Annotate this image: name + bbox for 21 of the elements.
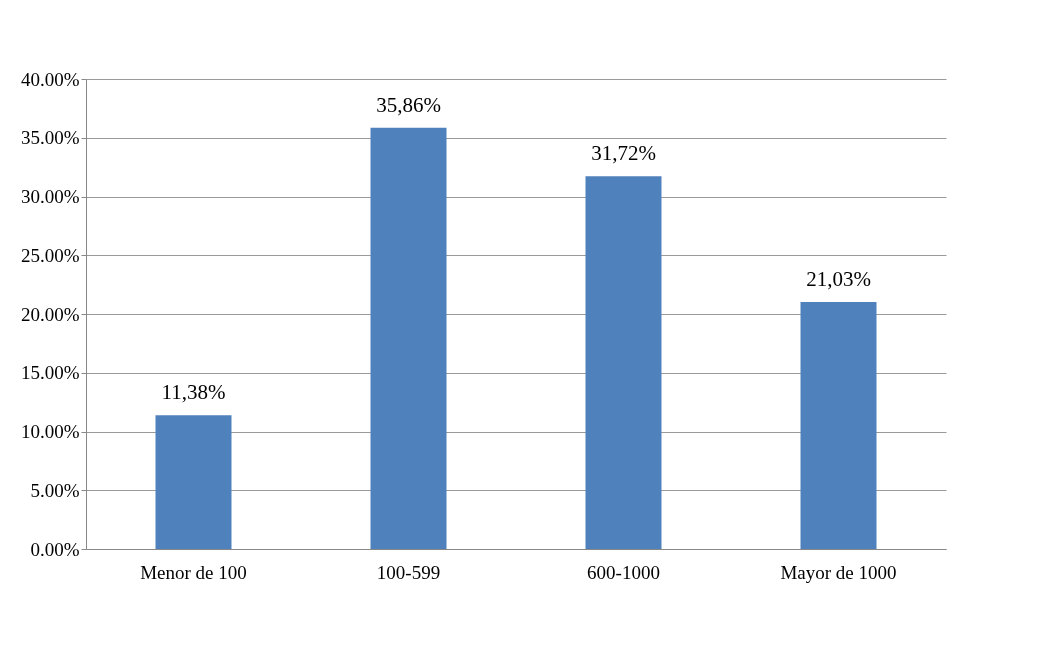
bar [155, 415, 232, 549]
y-tick-label: 0.00% [30, 538, 80, 560]
bar [585, 176, 662, 549]
data-label: 21,03% [806, 266, 871, 291]
y-tick-label: 5.00% [30, 479, 80, 501]
y-tick-label: 40.00% [20, 68, 80, 90]
y-tick-label: 20.00% [20, 303, 80, 325]
y-tick-label: 10.00% [20, 421, 80, 442]
bar [800, 301, 877, 549]
x-tick-label: Menor de 100 [140, 561, 247, 583]
x-tick-label: 600-1000 [587, 561, 660, 583]
data-label: 11,38% [161, 380, 226, 405]
data-label: 35,86% [376, 92, 441, 117]
x-tick-label: 100-599 [376, 561, 441, 583]
y-tick-label: 35.00% [20, 127, 80, 149]
y-tick-label: 15.00% [20, 362, 80, 384]
data-label: 31,72% [591, 141, 656, 166]
bar [370, 127, 447, 549]
y-tick-label: 25.00% [20, 244, 80, 266]
y-tick-label: 30.00% [20, 186, 80, 207]
x-tick-label: Mayor de 1000 [780, 561, 897, 583]
